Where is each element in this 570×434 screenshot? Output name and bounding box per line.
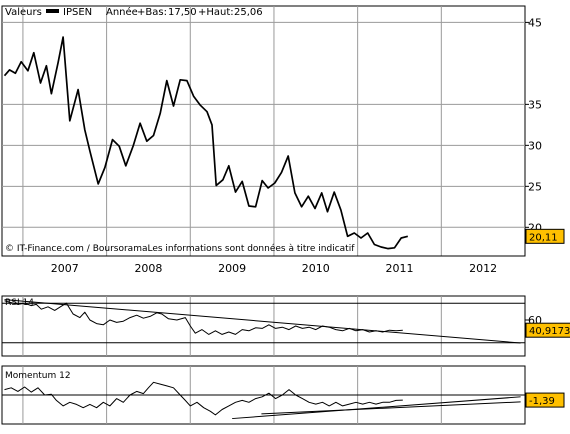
rsi-panel-frame — [2, 296, 525, 356]
legend-prefix: Valeurs — [5, 7, 42, 18]
low-label: +Bas: — [137, 7, 167, 18]
price-panel-frame — [2, 6, 525, 256]
x-tick-label-2007: 2007 — [51, 262, 79, 275]
low-value: 17,50 — [168, 7, 197, 18]
rsi-panel-title: RSI 14 — [5, 298, 34, 308]
high-value: 25,06 — [234, 7, 263, 18]
x-tick-label-2011: 2011 — [385, 262, 413, 275]
price-y-tick-label-25: 25 — [528, 180, 542, 193]
rsi-last-value-text: 40,9173 — [529, 326, 570, 337]
momentum-panel-title: Momentum 12 — [5, 371, 71, 381]
high-label: +Haut: — [198, 7, 234, 18]
x-tick-label-2008: 2008 — [134, 262, 162, 275]
price-y-tick-label-30: 30 — [528, 139, 542, 152]
copyright-note: © IT-Finance.com / BoursoramaLes informa… — [5, 243, 355, 254]
price-y-tick-label-45: 45 — [528, 16, 542, 29]
period-label: Année — [106, 6, 138, 18]
legend-swatch — [46, 9, 59, 13]
legend-ticker: IPSEN — [63, 7, 92, 18]
x-tick-label-2010: 2010 — [302, 262, 330, 275]
x-tick-label-2009: 2009 — [218, 262, 246, 275]
momentum-last-value-text: -1,39 — [529, 396, 555, 407]
x-tick-label-2012: 2012 — [469, 262, 497, 275]
price-y-tick-label-35: 35 — [528, 98, 542, 111]
price-last-value-text: 20,11 — [529, 232, 558, 243]
